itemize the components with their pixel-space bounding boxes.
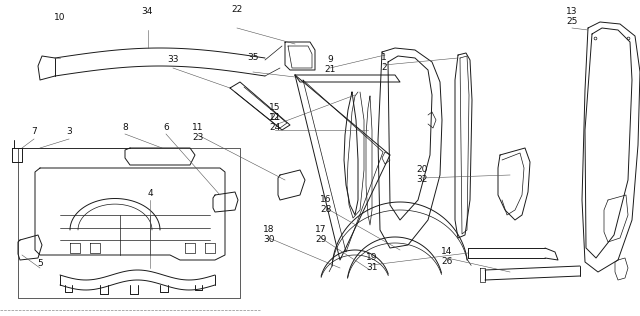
Text: 35: 35 (247, 53, 259, 63)
Text: 2: 2 (381, 64, 387, 72)
Text: 23: 23 (192, 133, 204, 143)
Text: 16: 16 (320, 196, 332, 204)
Text: 24: 24 (269, 124, 280, 132)
Text: 25: 25 (566, 17, 578, 27)
Text: 20: 20 (416, 166, 428, 174)
Text: 7: 7 (31, 127, 37, 137)
Text: 33: 33 (167, 56, 179, 64)
Text: 30: 30 (263, 235, 275, 245)
Text: 14: 14 (442, 247, 452, 257)
Text: 11: 11 (192, 124, 204, 132)
Text: 21: 21 (269, 113, 281, 123)
Text: 4: 4 (147, 190, 153, 198)
Text: 9: 9 (327, 56, 333, 64)
Text: 8: 8 (122, 123, 128, 131)
Text: 18: 18 (263, 226, 275, 234)
Text: 19: 19 (366, 253, 378, 263)
Text: 5: 5 (37, 259, 43, 269)
Text: 22: 22 (232, 5, 243, 15)
Text: 13: 13 (566, 8, 578, 16)
Text: 28: 28 (320, 205, 332, 215)
Text: 10: 10 (54, 14, 66, 22)
Text: 1: 1 (381, 53, 387, 63)
Text: 3: 3 (66, 127, 72, 137)
Text: 12: 12 (269, 113, 281, 123)
Text: 6: 6 (163, 123, 169, 131)
Text: 17: 17 (316, 226, 327, 234)
Text: 32: 32 (416, 175, 428, 185)
Text: 21: 21 (324, 65, 336, 75)
Text: 15: 15 (269, 104, 281, 112)
Text: 34: 34 (141, 8, 153, 16)
Text: 31: 31 (366, 264, 378, 272)
Text: 26: 26 (442, 258, 452, 266)
Text: 29: 29 (316, 235, 326, 245)
